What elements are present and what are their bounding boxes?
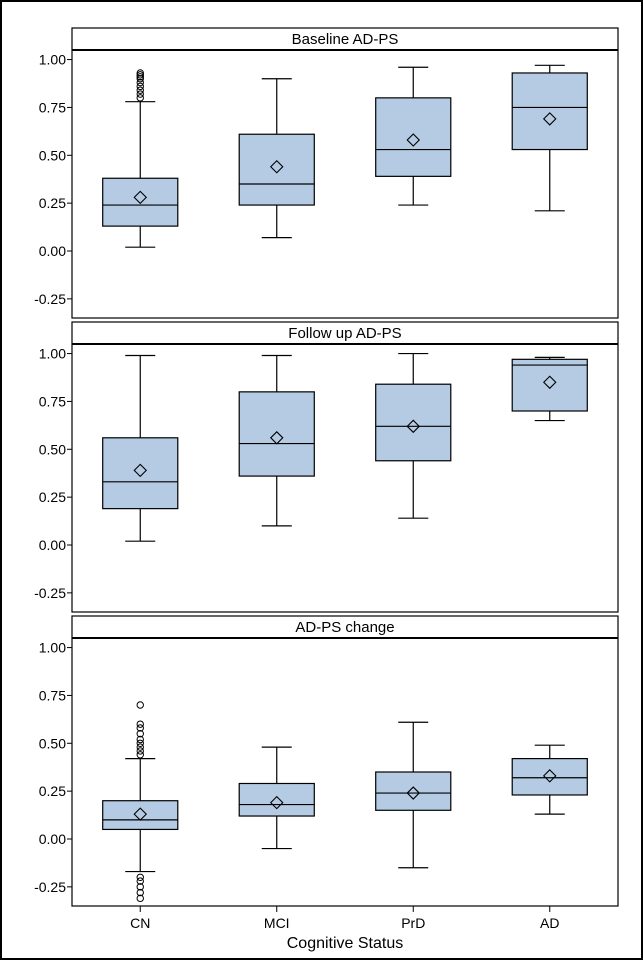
y-tick-label: 0.00	[39, 243, 66, 259]
box-rect	[376, 384, 451, 461]
y-tick-label: 0.75	[39, 393, 66, 409]
figure-container: Baseline AD-PS -0.25 0.00 0.25 0.50 0.75 1.00 F…	[0, 0, 643, 960]
y-tick-label: 0.25	[39, 489, 66, 505]
box-rect	[239, 392, 314, 476]
x-tick-label: PrD	[401, 915, 425, 931]
y-tick-label: 0.25	[39, 783, 66, 799]
panel-title: AD-PS change	[295, 619, 394, 636]
box-rect	[103, 178, 178, 226]
y-tick-label: -0.25	[34, 879, 66, 895]
y-tick-label: 1.00	[39, 346, 66, 362]
y-tick-label: 1.00	[39, 640, 66, 656]
y-tick-label: -0.25	[34, 291, 66, 307]
y-tick-label: 0.50	[39, 441, 66, 457]
boxplot-figure: Baseline AD-PS -0.25 0.00 0.25 0.50 0.75 1.00 F…	[0, 0, 643, 960]
y-tick-label: 0.00	[39, 537, 66, 553]
box-rect	[103, 438, 178, 509]
y-tick-label: 0.25	[39, 195, 66, 211]
box-rect	[512, 759, 587, 795]
x-axis-label: Cognitive Status	[287, 935, 404, 952]
x-tick-label: AD	[540, 915, 559, 931]
panel-title: Baseline AD-PS	[292, 31, 399, 48]
y-tick-label: 0.00	[39, 831, 66, 847]
boxplot-group	[512, 357, 587, 420]
y-tick-label: -0.25	[34, 585, 66, 601]
x-tick-label: MCI	[264, 915, 290, 931]
box-rect	[239, 783, 314, 816]
y-tick-label: 1.00	[39, 52, 66, 68]
y-tick-label: 0.50	[39, 147, 66, 163]
x-tick-label: CN	[130, 915, 150, 931]
y-tick-label: 0.75	[39, 687, 66, 703]
y-tick-label: 0.50	[39, 735, 66, 751]
box-rect	[512, 73, 587, 150]
box-rect	[512, 359, 587, 411]
box-rect	[376, 772, 451, 810]
box-rect	[376, 98, 451, 176]
box-rect	[239, 134, 314, 205]
box-rect	[103, 801, 178, 830]
panel-title: Follow up AD-PS	[288, 325, 401, 342]
y-tick-label: 0.75	[39, 99, 66, 115]
